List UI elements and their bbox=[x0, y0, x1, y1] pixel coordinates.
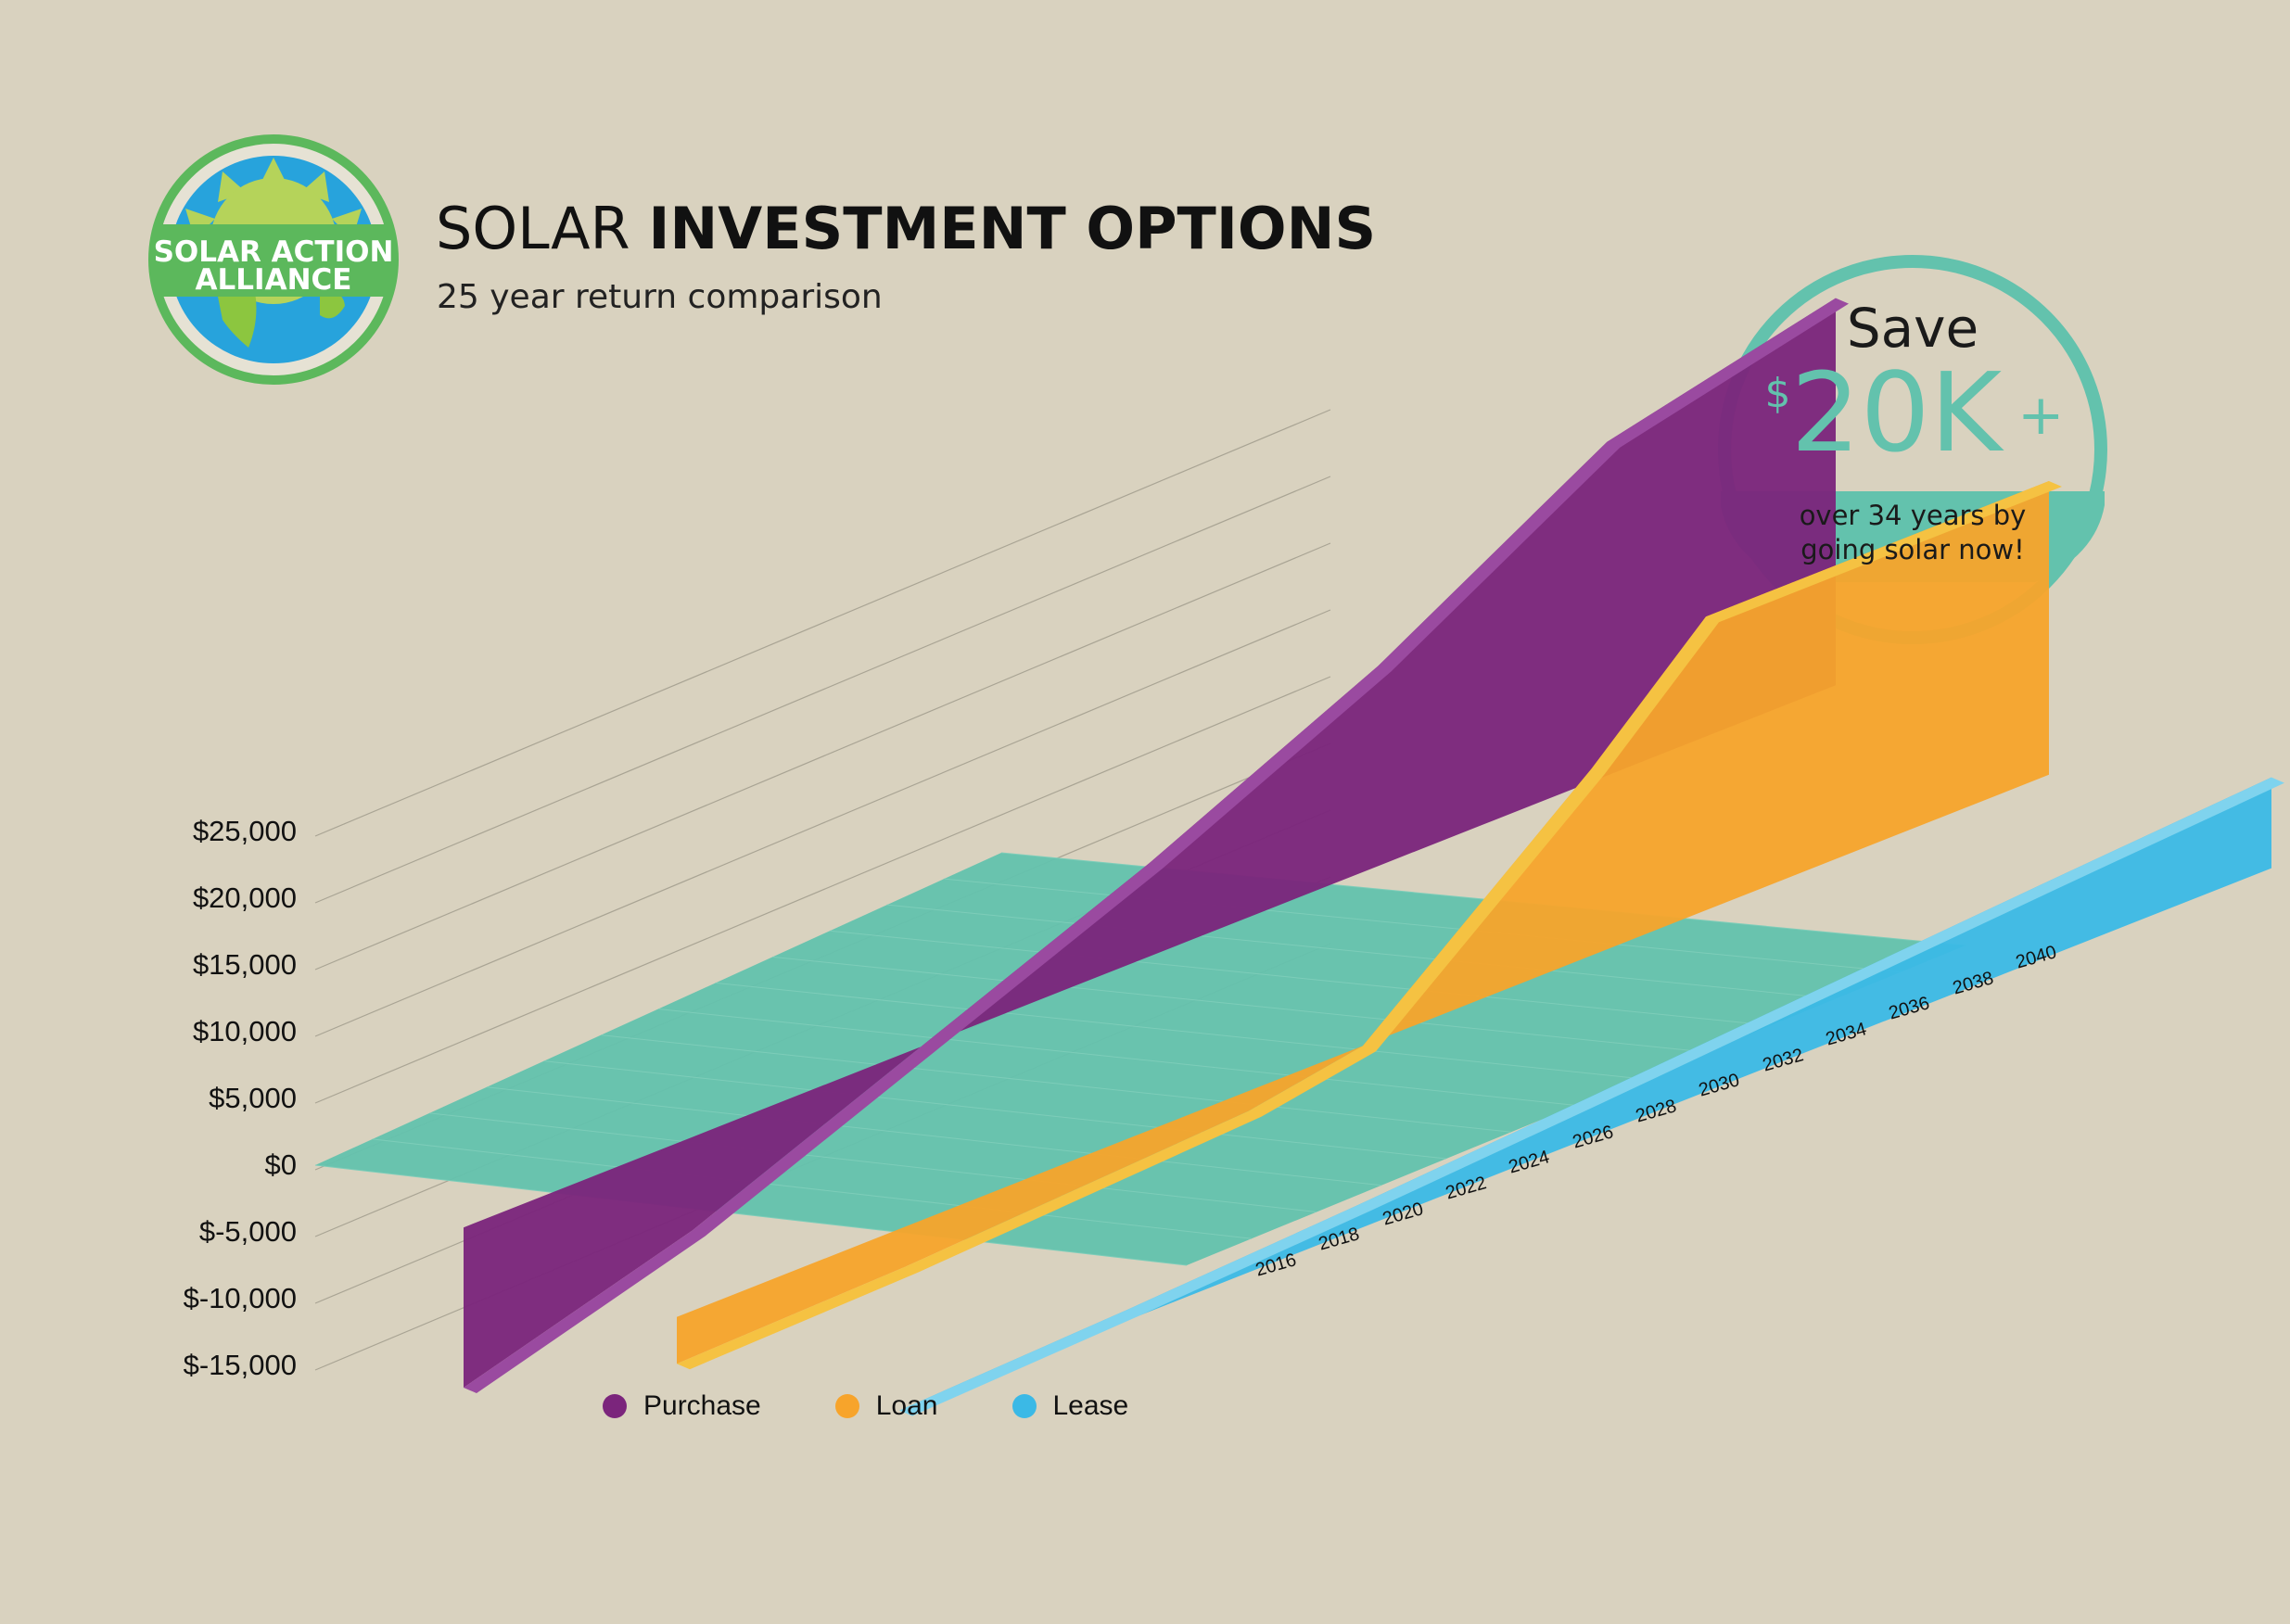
gridline-4 bbox=[314, 676, 1331, 1104]
y-tick-label-6: $-5,000 bbox=[198, 1215, 297, 1248]
legend-item-lease: Lease bbox=[1011, 1390, 1129, 1422]
y-tick-label-7: $-10,000 bbox=[183, 1282, 297, 1314]
badge-amount-row: $20K + bbox=[1762, 357, 2067, 468]
y-tick-label-5: $0 bbox=[264, 1148, 297, 1181]
solar-action-alliance-logo: SOLAR ACTION ALLIANCE bbox=[148, 134, 399, 385]
chart-legend: Purchase Loan Lease bbox=[603, 1390, 1128, 1422]
floor-gridline-2034 bbox=[829, 930, 1772, 1026]
legend-swatch-lease bbox=[1011, 1394, 1037, 1418]
series-lease bbox=[898, 777, 2284, 1416]
gridline-1 bbox=[314, 476, 1331, 904]
legend-swatch-loan bbox=[834, 1394, 859, 1418]
series-loan bbox=[676, 480, 2062, 1370]
y-tick-label-8: $-15,000 bbox=[183, 1349, 297, 1381]
legend-label-lease: Lease bbox=[1052, 1390, 1129, 1421]
series-area-loan bbox=[677, 481, 2049, 1364]
page-title: SOLAR INVESTMENT OPTIONS bbox=[436, 195, 1376, 262]
y-tick-label-1: $20,000 bbox=[192, 882, 297, 914]
y-tick-label-3: $10,000 bbox=[192, 1015, 297, 1047]
legend-item-purchase: Purchase bbox=[603, 1390, 761, 1422]
legend-swatch-purchase bbox=[603, 1394, 627, 1418]
legend-item-loan: Loan bbox=[834, 1390, 938, 1422]
badge-caption-line1: over 34 years by bbox=[1799, 500, 2027, 531]
badge-amount: 20K bbox=[1790, 349, 2003, 476]
chart-series-layer bbox=[463, 298, 2284, 1416]
legend-label-purchase: Purchase bbox=[643, 1390, 761, 1421]
floor-gridline-2016 bbox=[314, 1164, 1188, 1266]
badge-plus: + bbox=[2017, 383, 2065, 448]
floor-gridline-2024 bbox=[543, 1060, 1447, 1160]
badge-currency: $ bbox=[1764, 370, 1791, 417]
floor-gridline-2032 bbox=[772, 956, 1707, 1053]
page-subtitle: 25 year return comparison bbox=[437, 278, 883, 316]
series-purchase bbox=[463, 298, 1849, 1394]
logo-text-line2: ALLIANCE bbox=[196, 263, 352, 297]
gridline-0 bbox=[314, 409, 1331, 837]
title-light: SOLAR bbox=[436, 195, 630, 262]
floor-gridline-2018 bbox=[372, 1138, 1253, 1239]
y-tick-label-4: $5,000 bbox=[209, 1082, 297, 1114]
y-tick-label-2: $15,000 bbox=[192, 948, 297, 981]
logo-text-line1: SOLAR ACTION bbox=[154, 235, 394, 269]
legend-label-loan: Loan bbox=[875, 1390, 938, 1421]
floor-gridline-2026 bbox=[601, 1034, 1512, 1133]
floor-gridline-2030 bbox=[715, 982, 1642, 1080]
gridline-3 bbox=[314, 609, 1331, 1037]
badge-caption: over 34 years by going solar now! bbox=[1762, 499, 2064, 567]
title-bold: INVESTMENT OPTIONS bbox=[648, 195, 1377, 262]
floor-gridline-2020 bbox=[429, 1112, 1317, 1212]
y-tick-label-0: $25,000 bbox=[192, 815, 297, 847]
gridline-2 bbox=[314, 542, 1331, 971]
badge-save-label: Save bbox=[1846, 297, 1979, 360]
floor-gridline-2038 bbox=[944, 878, 1902, 973]
series-edge-lease bbox=[899, 777, 2284, 1416]
floor-gridline-2028 bbox=[657, 1009, 1577, 1106]
floor-gridline-2022 bbox=[486, 1086, 1382, 1186]
badge-caption-line2: going solar now! bbox=[1800, 534, 2025, 565]
floor-gridline-2036 bbox=[886, 904, 1837, 999]
